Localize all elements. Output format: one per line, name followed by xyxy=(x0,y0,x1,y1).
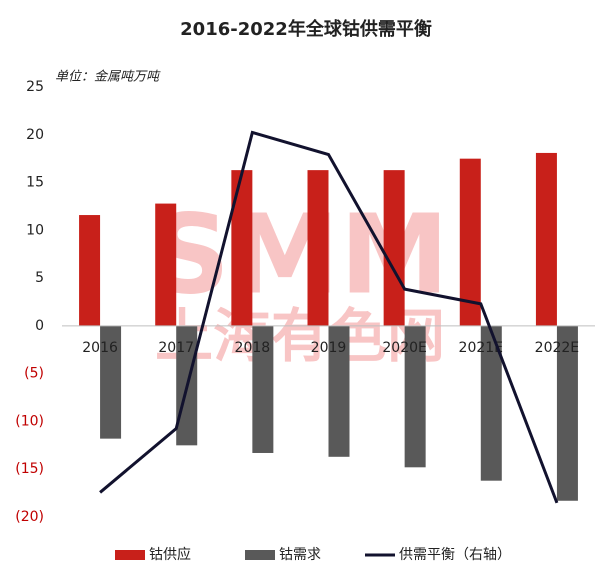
legend-swatch xyxy=(115,550,145,560)
y-tick-label: (10) xyxy=(15,413,44,429)
bar xyxy=(459,158,481,326)
balance-line xyxy=(99,130,559,504)
legend-swatch xyxy=(245,550,275,560)
x-tick-label: 2021E xyxy=(459,340,503,356)
bar xyxy=(231,170,253,326)
bar xyxy=(556,325,578,501)
y-tick-label: 5 xyxy=(35,270,44,286)
x-tick-label: 2022E xyxy=(535,340,579,356)
y-tick-label: (15) xyxy=(15,461,44,477)
bar xyxy=(252,325,274,453)
bar xyxy=(480,325,502,481)
x-tick-label: 2018 xyxy=(235,340,271,356)
bar xyxy=(100,325,122,439)
x-tick-label: 2016 xyxy=(82,340,118,356)
bar xyxy=(307,170,329,326)
legend-label: 钴供应 xyxy=(149,546,191,563)
bar xyxy=(328,325,350,457)
y-tick-label: 15 xyxy=(26,175,44,191)
y-tick-label: 20 xyxy=(26,127,44,143)
y-tick-label: 0 xyxy=(35,318,44,334)
y-tick-label: 25 xyxy=(26,79,44,95)
bar xyxy=(155,203,177,326)
x-tick-label: 2017 xyxy=(158,340,194,356)
x-tick-label: 2019 xyxy=(311,340,347,356)
bar xyxy=(383,170,405,326)
legend-label: 供需平衡（右轴） xyxy=(399,547,511,563)
bar xyxy=(79,215,101,326)
y-tick-label: 10 xyxy=(26,222,44,238)
y-tick-label: (5) xyxy=(24,366,44,382)
y-tick-label: (20) xyxy=(15,509,44,525)
unit-label: 单位：金属吨万吨 xyxy=(55,69,161,85)
legend-label: 钴需求 xyxy=(279,547,321,563)
bar xyxy=(404,325,426,468)
x-tick-label: 2020E xyxy=(382,340,426,356)
chart-title: 2016-2022年全球钴供需平衡 xyxy=(180,18,432,40)
bar xyxy=(535,152,557,326)
